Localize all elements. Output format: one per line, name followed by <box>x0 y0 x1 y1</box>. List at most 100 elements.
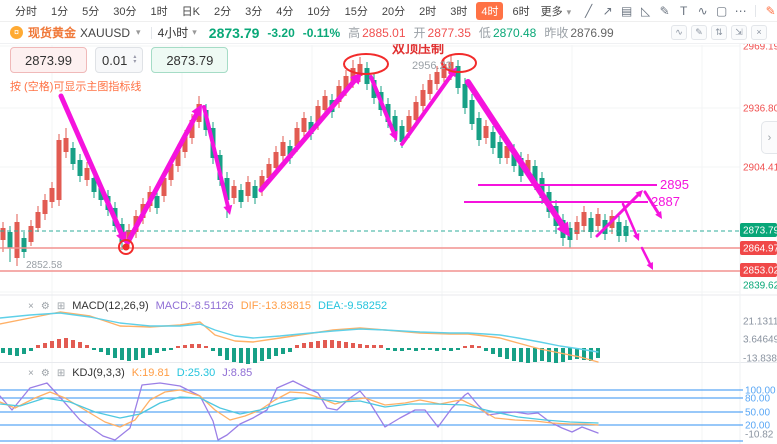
trend-arrow[interactable] <box>621 202 639 238</box>
macd-histogram-bar <box>449 348 453 351</box>
top-circle-annotation[interactable] <box>343 53 389 75</box>
macd-histogram-bar <box>22 348 26 354</box>
d-value: D:25.30 <box>176 367 216 379</box>
kdj-settings-icon[interactable]: ⚙ <box>40 367 50 379</box>
candle-body <box>448 62 454 74</box>
candle-body <box>322 96 328 110</box>
kdj-min-label: -10.82 <box>745 430 774 441</box>
step-up-icon[interactable]: ▴ <box>133 54 137 60</box>
candle-body <box>490 132 496 148</box>
more-timeframes-button[interactable]: 更多 ▾ <box>540 5 572 18</box>
timeframe-tab-3分[interactable]: 3分 <box>245 5 263 18</box>
candle-body <box>266 164 272 178</box>
kdj-scale-label: 20.00 <box>745 421 770 432</box>
ruler-tool-icon[interactable]: ▤ <box>620 3 633 18</box>
timeframe-tab-5分[interactable]: 5分 <box>82 5 100 18</box>
candle-body <box>385 104 391 122</box>
timeframe-tab-4分[interactable]: 4分 <box>276 5 294 18</box>
timeframe-tab-15分[interactable]: 15分 <box>344 5 368 18</box>
macd-histogram-bar <box>162 348 166 351</box>
macd-expand-icon[interactable]: ⊞ <box>56 300 66 312</box>
candle-body <box>469 100 475 124</box>
trend-arrow[interactable] <box>369 75 397 138</box>
macd-histogram-bar <box>512 348 516 361</box>
edit-icon[interactable]: ✎ <box>691 25 707 40</box>
text-tool-icon[interactable]: T <box>679 3 688 18</box>
trend-arrow[interactable] <box>400 70 456 146</box>
trend-arrowhead <box>191 104 202 117</box>
interval-select[interactable]: 4小时 <box>157 26 189 40</box>
step-down-icon[interactable]: ▾ <box>133 59 137 65</box>
candle-body <box>238 190 244 202</box>
indicator-icon[interactable]: ∿ <box>671 25 687 40</box>
trend-arrow[interactable] <box>258 75 360 193</box>
macd-histogram-bar <box>526 348 530 363</box>
buy-price-button[interactable]: 2873.79 <box>151 47 229 73</box>
collapse-panel-handle[interactable]: › <box>761 121 777 154</box>
timeframe-tab-日K[interactable]: 日K <box>181 5 200 18</box>
kdj-k-line <box>0 389 599 428</box>
timeframe-tab-1时[interactable]: 1时 <box>150 5 168 18</box>
candle-body <box>280 142 286 156</box>
macd-close-icon[interactable]: × <box>28 300 34 312</box>
candle-body <box>539 178 545 198</box>
more-tools-icon[interactable]: ⋯ <box>734 3 747 18</box>
timeframe-tab-30分[interactable]: 30分 <box>113 5 137 18</box>
macd-histogram-bar <box>64 338 68 348</box>
arrow-tool-icon[interactable]: ↗ <box>602 3 613 18</box>
macd-histogram-bar <box>421 348 425 350</box>
compare-icon[interactable]: ⇅ <box>711 25 727 40</box>
quantity-stepper[interactable]: 0.01 ▴ ▾ <box>95 47 144 73</box>
macd-settings-icon[interactable]: ⚙ <box>40 300 50 312</box>
price-badge <box>740 223 777 237</box>
support-price-label: 2852.58 <box>26 260 63 271</box>
trend-arrow[interactable] <box>125 108 201 245</box>
kdj-close-icon[interactable]: × <box>28 367 34 379</box>
timeframe-tab-20分[interactable]: 20分 <box>381 5 406 18</box>
trend-arrow[interactable] <box>465 79 568 233</box>
trend-arrow[interactable] <box>640 246 653 267</box>
candle-body <box>301 118 307 132</box>
bottom-marker-ring <box>118 239 134 255</box>
candle-body <box>343 76 349 90</box>
kdj-expand-icon[interactable]: ⊞ <box>56 367 66 379</box>
trend-arrowhead <box>556 221 570 237</box>
draw-mode-icon[interactable]: ✎ <box>765 3 776 18</box>
trendline-tool-icon[interactable]: ╱ <box>585 3 593 18</box>
timeframe-tab-分时[interactable]: 分时 <box>15 5 37 18</box>
fullscreen-icon[interactable]: ⇲ <box>731 25 747 40</box>
timeframe-tab-10分[interactable]: 10分 <box>307 5 331 18</box>
symbol-dropdown-icon[interactable]: ▾ <box>136 27 141 37</box>
timeframe-tab-4时[interactable]: 4时 <box>476 1 504 20</box>
candle-body <box>35 212 41 228</box>
symbol-info-bar: ¤ 现货黄金 XAUUSD ▾ 4小时 ▾ 2873.79 -3.20 -0.1… <box>0 22 777 44</box>
timeframe-tab-2时[interactable]: 2时 <box>419 5 437 18</box>
prev-close-value: 2876.99 <box>570 25 614 40</box>
rectangle-tool-icon[interactable]: ▢ <box>715 3 728 18</box>
trend-arrow[interactable] <box>643 190 661 217</box>
top-circle-annotation[interactable] <box>441 53 477 73</box>
interval-dropdown-icon[interactable]: ▾ <box>192 27 197 37</box>
macd-histogram-bar <box>169 348 173 350</box>
timeframe-tab-3时[interactable]: 3时 <box>450 5 468 18</box>
wave-tool-icon[interactable]: ∿ <box>697 3 708 18</box>
stepper-arrows[interactable]: ▴ ▾ <box>133 54 137 65</box>
symbol-code[interactable]: XAUUSD <box>80 25 131 40</box>
close-icon[interactable]: × <box>751 25 767 40</box>
fan-tool-icon[interactable]: ◺ <box>641 3 651 18</box>
macd-histogram-bar <box>386 348 390 350</box>
sell-price-button[interactable]: 2873.99 <box>10 47 87 73</box>
trend-arrow[interactable] <box>58 93 126 240</box>
candle-body <box>483 126 489 138</box>
timeframe-tab-6时[interactable]: 6时 <box>512 5 530 18</box>
trend-arrow[interactable] <box>202 105 231 211</box>
resistance-label: 2887 <box>651 194 680 209</box>
timeframe-tab-1分[interactable]: 1分 <box>51 5 69 18</box>
pencil-tool-icon[interactable]: ✎ <box>659 3 670 18</box>
trend-arrowhead <box>635 190 643 198</box>
timeframe-tab-2分[interactable]: 2分 <box>213 5 232 18</box>
candle-body <box>427 80 433 94</box>
trend-arrow[interactable] <box>595 191 642 238</box>
candle-body <box>336 86 342 102</box>
